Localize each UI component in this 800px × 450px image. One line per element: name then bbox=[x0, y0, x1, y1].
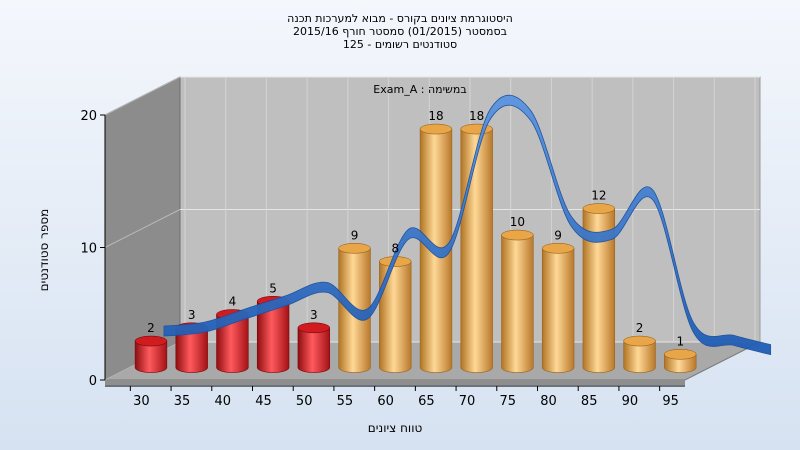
data-label: 4 bbox=[229, 295, 237, 309]
bar-cap bbox=[338, 243, 371, 254]
bar-cap bbox=[664, 348, 697, 360]
x-tick-label: 80 bbox=[540, 394, 557, 409]
bar-pass bbox=[541, 243, 575, 373]
bar-body bbox=[216, 314, 249, 373]
data-label: 18 bbox=[469, 109, 484, 123]
gridline-side bbox=[104, 76, 181, 116]
data-label: 9 bbox=[351, 228, 359, 242]
bar-body bbox=[501, 234, 534, 373]
x-tick-label: 35 bbox=[174, 394, 191, 409]
bar-body bbox=[582, 208, 616, 373]
bar-body bbox=[379, 261, 412, 373]
overlay-ribbon bbox=[163, 94, 772, 356]
bar-pass bbox=[460, 123, 493, 373]
x-axis-title: טווח ציונים bbox=[368, 421, 423, 435]
bar-fail bbox=[134, 335, 168, 373]
y-tick-label: 20 bbox=[80, 109, 97, 124]
x-tick-label: 55 bbox=[337, 394, 354, 409]
x-tick-label: 45 bbox=[255, 394, 272, 409]
bar-pass bbox=[623, 335, 656, 373]
data-label: 12 bbox=[591, 189, 606, 203]
x-tick-label: 60 bbox=[377, 394, 394, 409]
bar-cap bbox=[582, 203, 616, 214]
bar-body bbox=[175, 327, 208, 373]
bar-pass bbox=[379, 256, 412, 373]
chart-title-line: בסמסטר (01/2015) סמסטר חורף 2015/16 bbox=[293, 25, 507, 38]
chart-title-line: היסטוגרמת ציונים בקורס - מבוא למערכות תכ… bbox=[287, 12, 513, 25]
bar-pass bbox=[664, 348, 697, 373]
data-label: 5 bbox=[269, 281, 277, 295]
bar-cap bbox=[501, 229, 534, 241]
bar-pass bbox=[582, 203, 616, 373]
data-label: 2 bbox=[636, 321, 644, 335]
chart-title-line: סטודנטים רשומים - 125 bbox=[343, 38, 457, 51]
bar-fail bbox=[297, 322, 331, 373]
x-tick-label: 90 bbox=[622, 394, 639, 409]
x-tick-label: 75 bbox=[500, 394, 517, 409]
x-tick-label: 95 bbox=[662, 394, 679, 409]
data-label: 1 bbox=[676, 334, 684, 348]
bar-body bbox=[460, 128, 493, 373]
chart-subtitle: Exam_A : במשימה bbox=[373, 83, 466, 96]
bar-cap bbox=[297, 322, 331, 334]
data-label: 10 bbox=[510, 215, 525, 229]
bar-cap bbox=[419, 123, 453, 135]
y-tick-label: 0 bbox=[89, 374, 97, 389]
data-label: 3 bbox=[188, 308, 196, 322]
x-tick-label: 70 bbox=[459, 394, 476, 409]
data-label: 18 bbox=[428, 109, 443, 123]
data-label: 2 bbox=[147, 321, 155, 335]
bar-body bbox=[541, 248, 575, 373]
bar-body bbox=[256, 301, 290, 373]
bar-cap bbox=[460, 123, 493, 135]
data-label: 9 bbox=[554, 228, 562, 242]
gridline-side bbox=[104, 209, 181, 248]
bar-cap bbox=[541, 243, 575, 254]
bar-pass bbox=[501, 229, 534, 373]
y-axis-title: מספר סטודנטים bbox=[37, 209, 51, 292]
x-tick-label: 50 bbox=[296, 394, 313, 409]
data-label: 8 bbox=[391, 242, 399, 256]
x-tick-label: 40 bbox=[215, 394, 232, 409]
bar-cap bbox=[134, 335, 168, 347]
x-tick-label: 85 bbox=[581, 394, 598, 409]
bar-body bbox=[297, 327, 331, 373]
x-tick-label: 65 bbox=[418, 394, 435, 409]
bar-cap bbox=[623, 335, 656, 347]
bar-body bbox=[134, 340, 168, 373]
data-label: 3 bbox=[310, 308, 318, 322]
floor-edge bbox=[105, 380, 685, 385]
x-tick-label: 30 bbox=[133, 394, 150, 409]
y-tick-label: 10 bbox=[80, 242, 97, 257]
bar-body bbox=[623, 340, 656, 373]
